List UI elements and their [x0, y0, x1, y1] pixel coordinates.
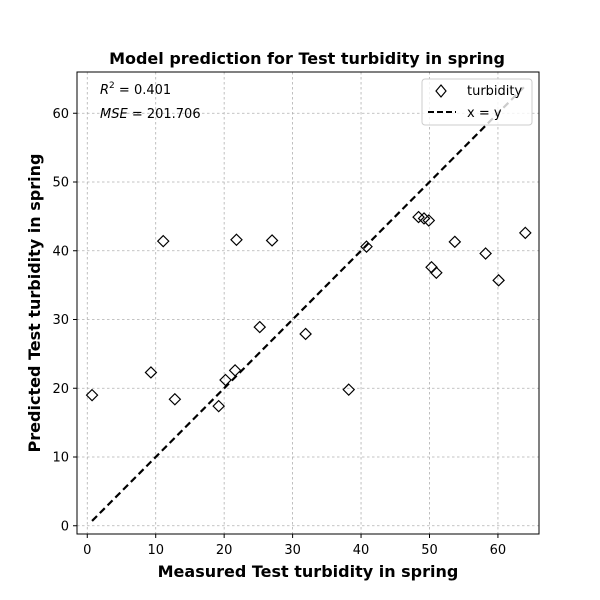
- data-points: [85, 210, 532, 413]
- x-tick-label: 50: [421, 543, 438, 558]
- x-tick-label: 20: [216, 543, 233, 558]
- data-point-diamond: [219, 373, 232, 387]
- data-point-diamond: [429, 266, 443, 280]
- data-point-diamond: [492, 273, 505, 287]
- mse-annotation: MSE = 201.706: [100, 107, 201, 122]
- data-point-diamond: [342, 383, 356, 396]
- grid: [77, 72, 539, 534]
- data-point-diamond: [422, 214, 436, 227]
- legend-label-turbidity: turbidity: [467, 84, 523, 99]
- y-tick-label: 40: [52, 244, 69, 259]
- plot-area: [77, 72, 539, 534]
- data-point-diamond: [230, 233, 243, 247]
- data-point-diamond: [265, 234, 279, 247]
- data-point-diamond: [144, 366, 158, 379]
- y-tick-label: 10: [52, 451, 69, 466]
- legend-label-identity: x = y: [467, 106, 502, 121]
- y-tick-label: 20: [52, 382, 69, 397]
- data-point-diamond: [168, 392, 182, 406]
- x-axis-label: Measured Test turbidity in spring: [158, 562, 459, 581]
- data-point-diamond: [448, 235, 462, 249]
- r2-value: = 0.401: [115, 83, 171, 98]
- data-point-diamond: [228, 364, 242, 377]
- y-tick-label: 60: [52, 107, 69, 122]
- mse-value: = 201.706: [128, 107, 201, 122]
- y-tick-label: 0: [61, 519, 69, 534]
- x-tick-label: 0: [83, 543, 91, 558]
- y-tick-label: 30: [52, 313, 69, 328]
- data-point-diamond: [212, 399, 226, 413]
- r2-symbol: R: [100, 83, 109, 98]
- r2-annotation: R2 = 0.401: [100, 81, 171, 98]
- x-tick-label: 10: [147, 543, 164, 558]
- data-point-diamond: [85, 388, 99, 402]
- x-tick-label: 60: [490, 543, 507, 558]
- r2-superscript: 2: [109, 81, 115, 91]
- plot-frame: [76, 71, 540, 535]
- identity-line-layer: [91, 84, 527, 522]
- legend-diamond-marker: [435, 84, 447, 98]
- data-point-diamond: [360, 240, 373, 253]
- legend-box: [421, 78, 533, 126]
- y-tick-label: 50: [52, 176, 69, 191]
- data-point-diamond: [299, 327, 312, 341]
- identity-line: [91, 84, 527, 522]
- legend: turbidity x = y: [421, 78, 533, 126]
- data-point-diamond: [253, 320, 267, 334]
- mse-symbol: MSE: [100, 107, 128, 122]
- data-point-diamond: [518, 226, 532, 240]
- y-axis-label: Predicted Test turbidity in spring: [25, 154, 44, 453]
- data-point-diamond: [156, 234, 170, 248]
- y-axis-ticks: 0 10 20 30 40 50 60: [52, 107, 77, 534]
- x-axis-ticks: 0 10 20 30 40 50 60: [83, 534, 506, 558]
- data-point-diamond: [479, 247, 492, 260]
- x-tick-label: 30: [284, 543, 301, 558]
- chart-title: Model prediction for Test turbidity in s…: [109, 49, 505, 68]
- x-tick-label: 40: [353, 543, 370, 558]
